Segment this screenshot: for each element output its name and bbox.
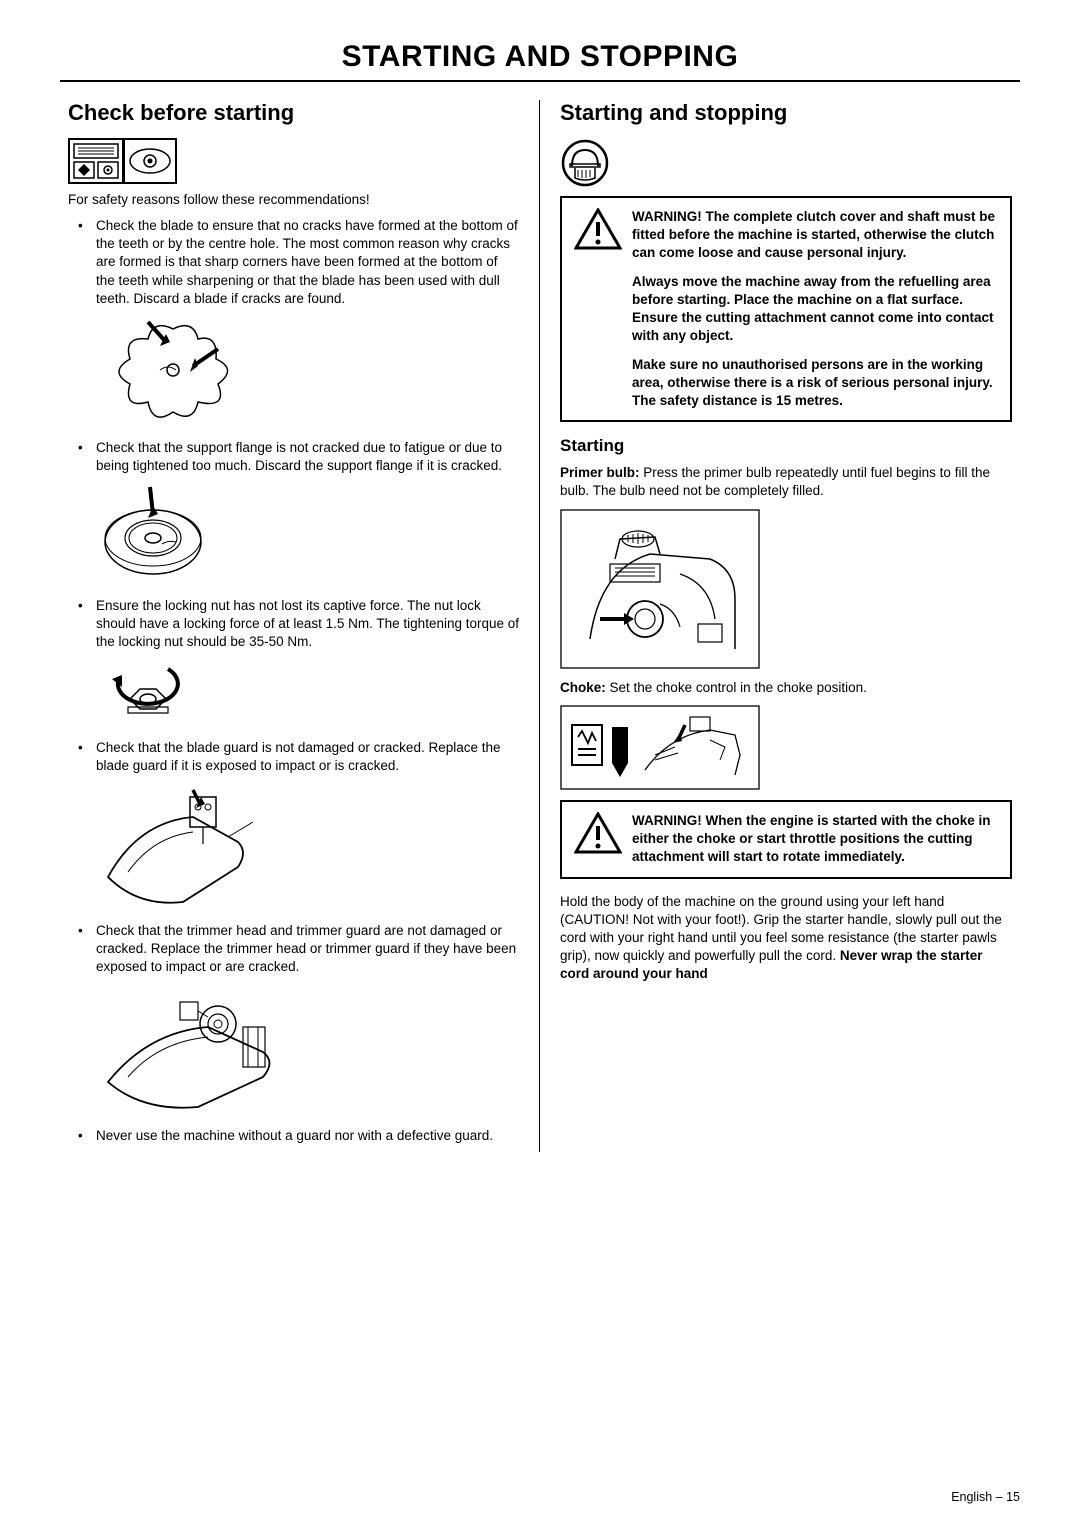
check-bullet-list: Check the blade to ensure that no cracks… <box>68 217 519 308</box>
primer-figure <box>560 509 1012 669</box>
warning-box-1: WARNING! The complete clutch cover and s… <box>560 196 1012 422</box>
warning2-text: WARNING! When the engine is started with… <box>632 812 998 867</box>
trimmer-guard-figure <box>98 982 519 1117</box>
warning1-p2: Always move the machine away from the re… <box>632 273 998 346</box>
list-item: Check that the support flange is not cra… <box>68 439 519 475</box>
starting-subheading: Starting <box>560 436 1012 456</box>
list-item: Check that the trimmer head and trimmer … <box>68 922 519 977</box>
helmet-icon <box>560 138 1012 188</box>
warning1-p1: WARNING! The complete clutch cover and s… <box>632 208 998 263</box>
content-columns: Check before starting For safety reasons… <box>60 100 1020 1152</box>
starting-stopping-heading: Starting and stopping <box>560 100 1012 126</box>
warning-triangle-icon <box>574 812 622 867</box>
list-item: Check the blade to ensure that no cracks… <box>68 217 519 308</box>
primer-bold: Primer bulb: <box>560 465 640 480</box>
page-footer: English – 15 <box>951 1490 1020 1504</box>
primer-paragraph: Primer bulb: Press the primer bulb repea… <box>560 464 1012 500</box>
blade-figure <box>98 314 519 429</box>
page-title: STARTING AND STOPPING <box>60 40 1020 82</box>
warning-triangle-icon <box>574 208 622 410</box>
flange-figure <box>98 482 519 587</box>
choke-figure <box>560 705 1012 790</box>
choke-paragraph: Choke: Set the choke control in the chok… <box>560 679 1012 697</box>
left-column: Check before starting For safety reasons… <box>60 100 540 1152</box>
warning1-p3: Make sure no unauthorised persons are in… <box>632 356 998 411</box>
check-before-heading: Check before starting <box>68 100 519 126</box>
right-column: Starting and stopping <box>540 100 1020 1152</box>
list-item: Never use the machine without a guard no… <box>68 1127 519 1145</box>
warning-box-2: WARNING! When the engine is started with… <box>560 800 1012 879</box>
hold-paragraph: Hold the body of the machine on the grou… <box>560 893 1012 984</box>
choke-text: Set the choke control in the choke posit… <box>606 680 867 695</box>
locknut-figure <box>98 657 519 729</box>
list-item: Check that the blade guard is not damage… <box>68 739 519 775</box>
choke-bold: Choke: <box>560 680 606 695</box>
intro-text: For safety reasons follow these recommen… <box>68 192 519 207</box>
list-item: Ensure the locking nut has not lost its … <box>68 597 519 652</box>
manual-eye-icon <box>68 138 519 184</box>
blade-guard-figure <box>98 782 519 912</box>
